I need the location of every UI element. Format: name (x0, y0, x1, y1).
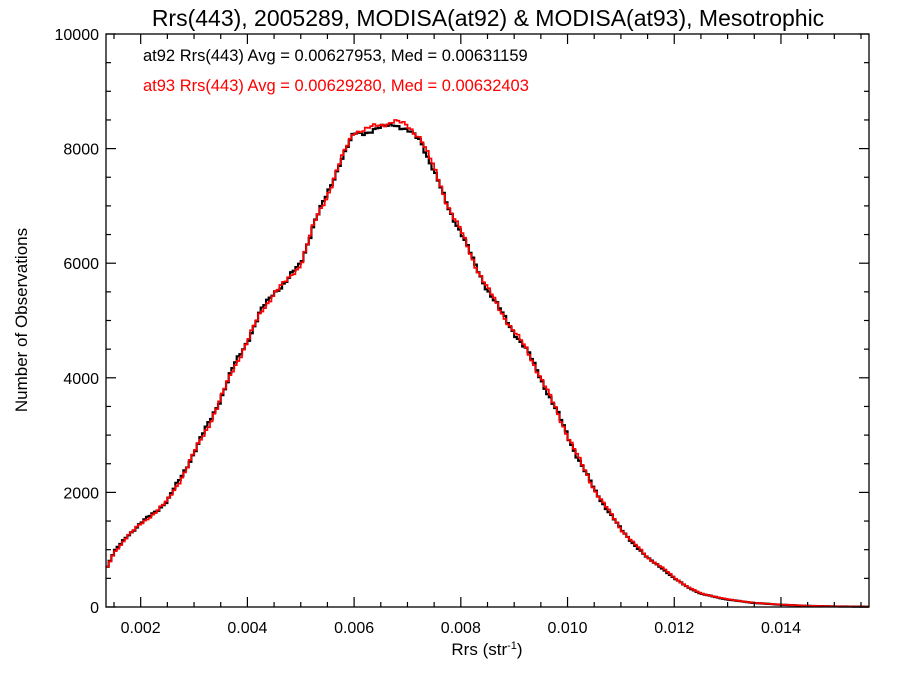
x-tick-label: 0.014 (761, 620, 801, 637)
x-tick-label: 0.006 (334, 620, 374, 637)
x-axis-label: Rrs (str-1) (451, 640, 522, 659)
y-tick-label: 2000 (63, 485, 99, 502)
chart-title: Rrs(443), 2005289, MODISA(at92) & MODISA… (152, 5, 824, 31)
x-tick-label: 0.008 (441, 620, 481, 637)
series-line-at93 (106, 119, 869, 608)
x-tick-label: 0.010 (548, 620, 588, 637)
y-tick-label: 8000 (63, 142, 99, 159)
y-tick-label: 10000 (55, 27, 100, 44)
series-layer (106, 119, 869, 608)
legend-entry-at92: at92 Rrs(443) Avg = 0.00627953, Med = 0.… (143, 47, 528, 65)
y-tick-label: 6000 (63, 256, 99, 273)
y-tick-label: 0 (90, 600, 99, 617)
legend-entry-at93: at93 Rrs(443) Avg = 0.00629280, Med = 0.… (143, 77, 529, 95)
x-tick-label: 0.004 (227, 620, 267, 637)
x-tick-label: 0.012 (654, 620, 694, 637)
ticks-layer: 0.002 0.004 0.006 0.008 0.010 0.012 0.014 0 2000… (55, 27, 869, 637)
plot-frame (105, 33, 870, 608)
series-line-at92 (106, 122, 869, 608)
y-tick-label: 4000 (63, 371, 99, 388)
x-axis-label-main: Rrs (str (451, 640, 507, 659)
x-axis-label-close: ) (517, 640, 523, 659)
x-tick-label: 0.002 (121, 620, 161, 637)
x-axis-label-superscript: -1 (507, 640, 517, 652)
y-axis-label: Number of Observations (12, 228, 31, 412)
